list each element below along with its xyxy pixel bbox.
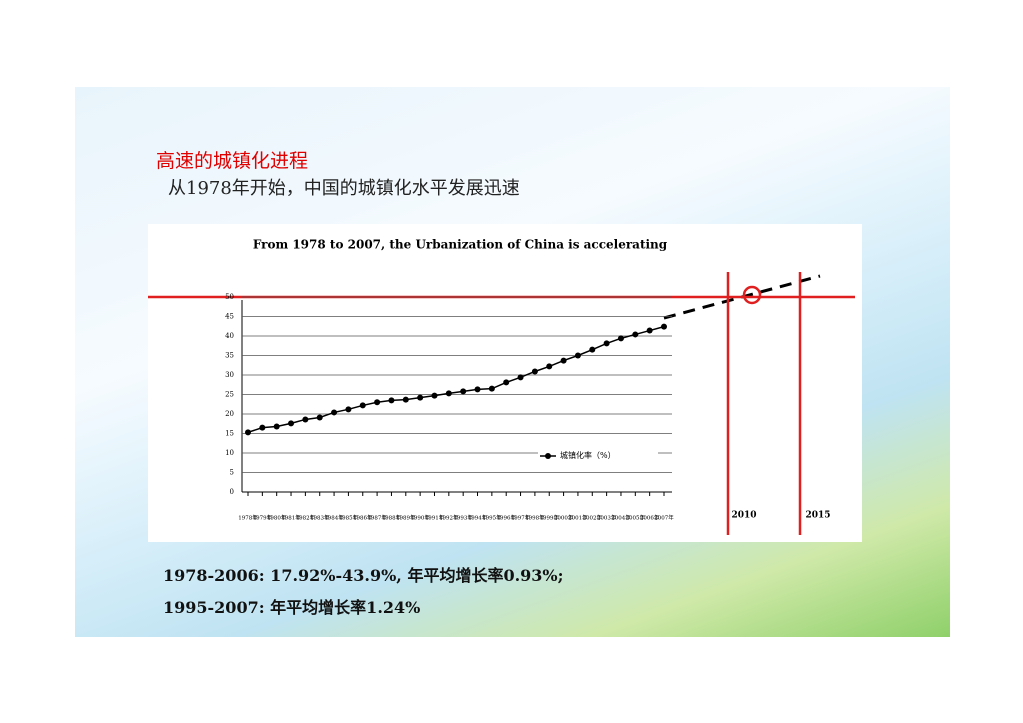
y-tick-label: 5 [230,469,234,477]
x-tick-label: 1994年 [468,514,488,522]
x-tick-label: 1998年 [525,514,545,522]
x-tick-label: 2007年 [654,514,674,522]
y-tick-label: 45 [225,313,234,321]
data-point [445,390,452,397]
x-tick-label: 1983年 [310,514,330,522]
note: 1995-2007: 年平均增长率1.24% [163,598,421,617]
x-tick-label: 2001年 [568,514,588,522]
annotation: 2010 [731,511,756,521]
data-point [302,416,309,423]
x-tick-label: 1978年 [238,514,258,522]
data-point [474,386,481,393]
x-tick-label: 2006年 [640,514,660,522]
slide-subtitle: 从1978年开始，中国的城镇化水平发展迅速 [168,178,520,199]
data-point [646,327,653,334]
data-point [259,424,266,431]
x-tick-label: 2003年 [597,514,617,522]
x-tick-label: 1981年 [281,514,301,522]
chart-title: From 1978 to 2007, the Urbanization of C… [253,238,668,252]
y-tick-label: 15 [225,430,234,438]
x-tick-label: 1988年 [382,514,402,522]
x-tick-label: 1987年 [367,514,387,522]
x-tick-label: 1993年 [453,514,473,522]
legend-label: 城镇化率（%） [560,450,616,460]
data-point [560,357,567,364]
y-tick-label: 25 [225,391,234,399]
x-tick-label: 1980年 [267,514,287,522]
data-point [374,399,381,406]
y-tick-label: 35 [225,352,234,360]
y-tick-label: 40 [225,332,234,340]
note: 1978-2006: 17.92%-43.9%, 年平均增长率0.93%; [163,566,564,585]
x-tick-label: 1997年 [511,514,531,522]
data-point [331,409,338,416]
data-point [517,374,524,381]
x-tick-label: 1989年 [396,514,416,522]
y-tick-label: 0 [230,488,234,496]
data-point [531,368,538,375]
x-tick-label: 2005年 [626,514,646,522]
data-point [546,363,553,370]
legend-bg [538,450,658,462]
x-tick-label: 1984年 [324,514,344,522]
x-tick-label: 1990年 [410,514,430,522]
data-point [661,323,667,330]
data-point [316,414,323,421]
data-point [388,397,395,404]
data-point [345,406,352,413]
y-tick-label: 10 [225,449,234,457]
y-tick-label: 50 [225,293,234,301]
x-tick-label: 1996年 [496,514,516,522]
data-point [603,340,610,347]
x-tick-label: 1991年 [425,514,445,522]
data-point [359,402,366,409]
x-tick-label: 1982年 [296,514,316,522]
data-point [431,392,438,399]
x-tick-label: 1992年 [439,514,459,522]
target-circle [742,285,762,305]
data-point [417,394,424,401]
data-point [488,385,495,392]
data-point [402,396,409,403]
annotation: 2015 [805,511,830,521]
data-point [460,388,467,395]
x-tick-label: 1995年 [482,514,502,522]
data-point [288,420,295,427]
data-point [574,352,581,359]
legend-marker [545,453,551,459]
y-tick-label: 20 [225,410,234,418]
x-tick-label: 2004年 [611,514,631,522]
data-point [245,429,251,436]
x-tick-label: 1999年 [539,514,559,522]
data-point [503,379,510,386]
data-point [632,331,639,338]
data-point [617,335,624,342]
x-tick-label: 1985年 [339,514,359,522]
x-tick-label: 1979年 [253,514,273,522]
x-tick-label: 1986年 [353,514,373,522]
x-tick-label: 2002年 [583,514,603,522]
slide-title: 高速的城镇化进程 [156,150,309,172]
data-point [273,423,280,430]
x-tick-label: 2000年 [554,514,574,522]
data-point [589,346,596,353]
y-tick-label: 30 [225,371,234,379]
